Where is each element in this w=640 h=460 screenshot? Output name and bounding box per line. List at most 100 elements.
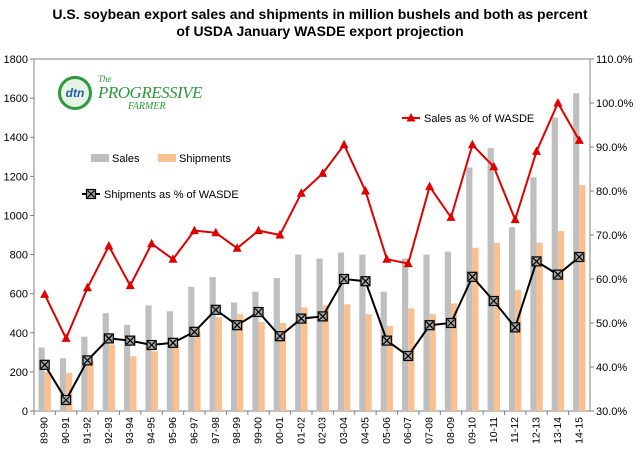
x-axis-category-label: 10-11 [488,417,500,443]
bar-sales [38,347,45,411]
shipments-pct-point-cross [447,319,455,327]
x-axis-category-label: 92-93 [103,417,115,444]
shipments-pct-point-cross [147,341,156,349]
right-axis-tick-label: 110.0% [596,54,633,66]
bar-sales [380,291,387,411]
shipments-pct-point-cross [233,321,242,330]
sales-pct-point [211,227,221,237]
x-axis-category-label: 00-01 [274,417,286,444]
left-axis-tick-label: 400 [10,328,28,340]
x-axis-category-label: 13-14 [552,417,564,444]
shipments-pct-point-cross [468,272,477,281]
sales-pct-point [40,289,50,298]
sales-pct-point [360,186,370,195]
sales-pct-point [532,146,542,155]
x-axis-category-label: 91-92 [81,417,93,444]
bar-sales [551,117,558,412]
x-axis-category-label: 14-15 [573,417,585,444]
bar-sales [508,227,516,411]
sales-pct-point [61,333,71,342]
shipments-pct-point-cross [254,308,263,316]
shipments-pct-point-cross [318,312,327,321]
bar-shipments [493,242,500,411]
shipments-pct-point-cross [83,356,92,365]
sales-pct-point [510,214,520,224]
bar-shipments [365,314,372,411]
right-axis-tick-label: 80.0% [596,186,627,198]
x-axis-category-label: 12-13 [531,417,543,444]
x-axis-category-label: 04-05 [359,417,371,444]
bar-shipments [237,314,244,411]
bar-shipments [66,372,73,411]
bar-sales [252,291,259,411]
x-axis-category-label: 02-03 [317,417,329,444]
bar-sales [209,277,216,411]
logo-the: The [98,74,112,84]
bar-shipments [579,185,586,411]
shipments-pct-point-cross [169,338,177,347]
bar-shipments [87,361,94,411]
x-axis-category-label: 95-96 [167,417,179,444]
logo-progressive: PROGRESSIVE [98,83,203,102]
bar-sales [466,167,473,411]
x-axis-category-label: 96-97 [188,417,200,444]
bar-shipments [429,314,436,411]
shipments-pct-point-cross [404,352,413,360]
legend-sales-pct-label: Sales as % of WASDE [424,113,534,125]
x-axis-category-label: 05-06 [381,417,393,444]
x-axis-category-label: 98-99 [231,417,243,444]
x-axis-category-label: 90-91 [60,417,72,444]
right-axis-tick-label: 40.0% [596,362,627,374]
bar-sales [81,336,88,411]
left-axis-tick-label: 1800 [4,54,28,66]
right-axis-tick-label: 50.0% [596,318,627,330]
left-axis-tick-label: 800 [10,250,28,262]
shipments-pct-point-cross [553,270,562,279]
right-axis-tick-label: 90.0% [596,142,627,154]
shipments-pct-point-cross [425,321,434,330]
sales-pct-point [232,243,242,252]
sales-pct-point [403,258,413,268]
bar-shipments [301,307,308,411]
sales-pct-point [168,254,178,263]
x-axis-category-label: 01-02 [295,417,307,444]
x-axis-category-label: 89-90 [39,417,51,444]
legend-shipments-pct-label: Shipments as % of WASDE [104,189,239,201]
shipments-pct-point-cross [361,277,370,286]
sales-pct-point [382,254,392,263]
bar-shipments [386,325,394,411]
bar-shipments [108,344,116,411]
bar-sales [102,313,109,411]
chart-title-line-1: U.S. soybean export sales and shipments … [52,6,588,22]
bar-sales [402,258,409,411]
x-axis-category-label: 97-98 [210,417,222,444]
bar-shipments [279,323,287,411]
sales-pct-point [339,139,349,149]
x-axis-category-label: 03-04 [338,417,350,444]
dtn-logo-icon: dtn [58,76,92,110]
left-axis-tick-label: 200 [10,367,28,379]
bar-shipments [151,351,158,411]
bar-sales [423,254,430,411]
bar-sales [145,305,152,411]
bar-shipments [322,305,329,411]
shipments-pct-point-cross [511,323,520,332]
bar-shipments [215,317,222,411]
bar-sales [316,258,323,411]
bar-shipments [472,247,479,411]
bar-shipments [258,322,265,411]
x-axis-category-label: 93-94 [124,417,136,444]
sales-pct-point [574,135,584,144]
line-triangle [43,100,581,341]
bar-shipments [557,231,565,411]
sales-pct-point [189,225,199,235]
bar-shipments [130,356,137,411]
left-axis-tick-label: 1400 [4,132,28,144]
logo-farmer: FARMER [128,101,166,112]
shipments-pct-point-cross [532,257,541,266]
bar-sales [230,302,238,411]
shipments-pct-point-cross [104,334,113,343]
bar-sales [295,254,302,411]
right-axis-tick-label: 70.0% [596,230,627,242]
chart-title-line-2: of USDA January WASDE export projection [176,23,464,39]
